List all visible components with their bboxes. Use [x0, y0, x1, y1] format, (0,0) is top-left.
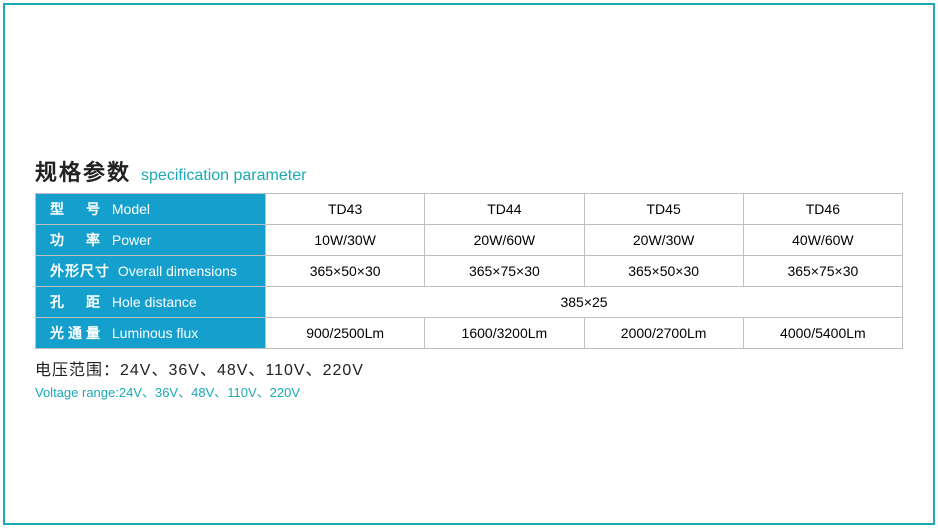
row-header-cn: 外形尺寸 — [50, 263, 110, 279]
spec-table: 型 号 Model TD43 TD44 TD45 TD46 功 率 Power … — [35, 193, 903, 349]
cell: 365×50×30 — [266, 256, 425, 287]
cell: 365×75×30 — [743, 256, 902, 287]
cell: 40W/60W — [743, 225, 902, 256]
cell: 365×75×30 — [425, 256, 584, 287]
table-row-dimensions: 外形尺寸 Overall dimensions 365×50×30 365×75… — [36, 256, 903, 287]
cell-merged: 385×25 — [266, 287, 903, 318]
voltage-en: Voltage range:24V、36V、48V、110V、220V — [35, 382, 903, 401]
cell: 4000/5400Lm — [743, 318, 902, 349]
row-header-en: Overall dimensions — [118, 263, 237, 279]
cell: TD43 — [266, 194, 425, 225]
row-header-en: Hole distance — [112, 294, 197, 310]
row-header-en: Model — [112, 201, 150, 217]
cell: TD44 — [425, 194, 584, 225]
cell: 20W/30W — [584, 225, 743, 256]
row-header-luminous-flux: 光通量 Luminous flux — [36, 318, 266, 349]
row-header-cn: 型 号 — [50, 201, 104, 217]
row-header-cn: 光通量 — [50, 325, 104, 341]
row-header-dimensions: 外形尺寸 Overall dimensions — [36, 256, 266, 287]
outer-frame: 规格参数 specification parameter 型 号 Model T… — [3, 3, 935, 525]
title-cn: 规格参数 — [35, 155, 131, 187]
table-row-hole-distance: 孔 距 Hole distance 385×25 — [36, 287, 903, 318]
cell: 1600/3200Lm — [425, 318, 584, 349]
cell: TD45 — [584, 194, 743, 225]
row-header-en: Power — [112, 232, 152, 248]
voltage-cn: 电压范围：24V、36V、48V、110V、220V — [35, 356, 903, 380]
table-row-luminous-flux: 光通量 Luminous flux 900/2500Lm 1600/3200Lm… — [36, 318, 903, 349]
cell: TD46 — [743, 194, 902, 225]
row-header-hole-distance: 孔 距 Hole distance — [36, 287, 266, 318]
row-header-model: 型 号 Model — [36, 194, 266, 225]
cell: 365×50×30 — [584, 256, 743, 287]
row-header-cn: 孔 距 — [50, 294, 104, 310]
voltage-block: 电压范围：24V、36V、48V、110V、220V Voltage range… — [35, 356, 903, 401]
cell: 900/2500Lm — [266, 318, 425, 349]
row-header-cn: 功 率 — [50, 232, 104, 248]
cell: 20W/60W — [425, 225, 584, 256]
cell: 2000/2700Lm — [584, 318, 743, 349]
table-row-power: 功 率 Power 10W/30W 20W/60W 20W/30W 40W/60… — [36, 225, 903, 256]
title-en: specification parameter — [141, 167, 306, 185]
row-header-en: Luminous flux — [112, 325, 198, 341]
title-row: 规格参数 specification parameter — [35, 155, 903, 187]
cell: 10W/30W — [266, 225, 425, 256]
row-header-power: 功 率 Power — [36, 225, 266, 256]
table-row-model: 型 号 Model TD43 TD44 TD45 TD46 — [36, 194, 903, 225]
